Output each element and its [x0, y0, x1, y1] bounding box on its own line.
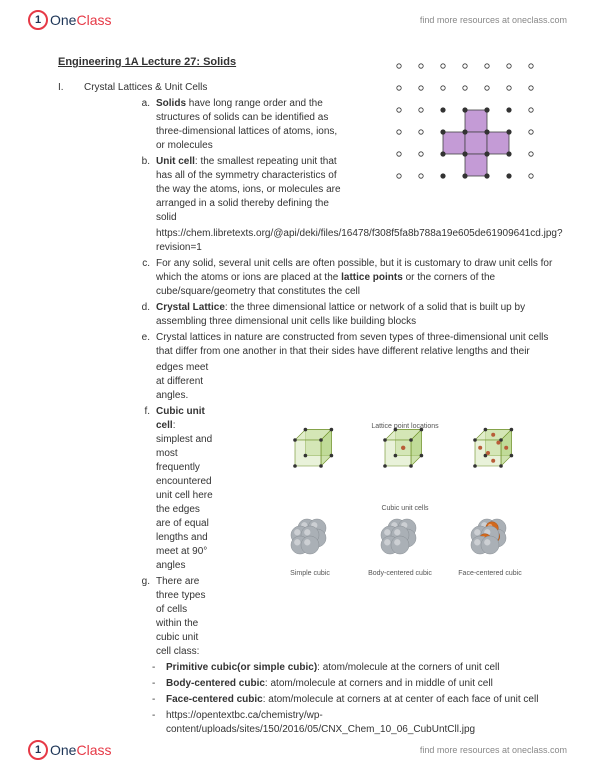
item-e2: edges meet at different angles.: [84, 361, 214, 403]
svg-text:Lattice point locations: Lattice point locations: [371, 423, 439, 430]
subitem-text: Face-centered cubic: atom/molecule at co…: [166, 693, 538, 707]
roman-numeral: I.: [58, 82, 76, 93]
item-letter: c.: [136, 257, 150, 299]
logo-icon: 1: [28, 740, 48, 760]
item-letter: [136, 361, 150, 403]
subitem-url: - https://opentextbc.ca/chemistry/wp-con…: [152, 709, 565, 737]
cubes-diagram: Lattice point locations Cubic unit cells S…: [255, 420, 555, 620]
item-g: g. There are three types of cells within…: [84, 575, 214, 659]
tagline: find more resources at oneclass.com: [420, 745, 567, 755]
dash-icon: -: [152, 693, 158, 707]
document-body: Engineering 1A Lecture 27: Solids I. Cry…: [58, 56, 565, 714]
subitem-bcc: - Body-centered cubic: atom/molecule at …: [152, 677, 565, 691]
subitem-text: Body-centered cubic: atom/molecule at co…: [166, 677, 493, 691]
item-letter: [136, 227, 150, 255]
logo: 1 OneClass: [28, 10, 111, 30]
svg-text:Cubic unit cells: Cubic unit cells: [381, 505, 429, 512]
item-text: There are three types of cells within th…: [156, 575, 214, 659]
item-text: For any solid, several unit cells are of…: [156, 257, 565, 299]
item-text: edges meet at different angles.: [156, 361, 214, 403]
tagline: find more resources at oneclass.com: [420, 15, 567, 25]
item-text: Crystal Lattice: the three dimensional l…: [156, 301, 565, 329]
dash-icon: -: [152, 661, 158, 675]
item-b: b. Unit cell: the smallest repeating uni…: [84, 155, 344, 225]
item-e: e. Crystal lattices in nature are constr…: [84, 331, 565, 359]
item-text: Solids have long range order and the str…: [156, 97, 344, 153]
dash-icon: -: [152, 709, 158, 737]
item-c: c. For any solid, several unit cells are…: [84, 257, 565, 299]
svg-text:Simple cubic: Simple cubic: [290, 570, 330, 577]
subitem-text: Primitive cubic(or simple cubic): atom/m…: [166, 661, 499, 675]
item-d: d. Crystal Lattice: the three dimensiona…: [84, 301, 565, 329]
svg-text:Body-centered cubic: Body-centered cubic: [368, 570, 432, 577]
item-letter: a.: [136, 97, 150, 153]
logo-icon: 1: [28, 10, 48, 30]
subitem-text: https://opentextbc.ca/chemistry/wp-conte…: [166, 709, 565, 737]
item-a: a. Solids have long range order and the …: [84, 97, 344, 153]
svg-text:Face-centered cubic: Face-centered cubic: [458, 570, 522, 577]
page-footer: 1 OneClass find more resources at onecla…: [0, 736, 595, 764]
item-text: Unit cell: the smallest repeating unit t…: [156, 155, 344, 225]
item-letter: e.: [136, 331, 150, 359]
logo: 1 OneClass: [28, 740, 111, 760]
item-text: https://chem.libretexts.org/@api/deki/fi…: [156, 227, 565, 255]
item-text: Cubic unit cell: simplest and most frequ…: [156, 405, 214, 573]
page-header: 1 OneClass find more resources at onecla…: [0, 6, 595, 34]
lattice-diagram: [381, 56, 561, 196]
item-letter: g.: [136, 575, 150, 659]
logo-text: OneClass: [50, 12, 111, 28]
logo-text: OneClass: [50, 742, 111, 758]
item-f: f. Cubic unit cell: simplest and most fr…: [84, 405, 214, 573]
item-letter: f.: [136, 405, 150, 573]
dash-icon: -: [152, 677, 158, 691]
item-text: Crystal lattices in nature are construct…: [156, 331, 565, 359]
item-letter: d.: [136, 301, 150, 329]
item-letter: b.: [136, 155, 150, 225]
subitem-fcc: - Face-centered cubic: atom/molecule at …: [152, 693, 565, 707]
item-b-url: https://chem.libretexts.org/@api/deki/fi…: [84, 227, 565, 255]
subitem-primitive: - Primitive cubic(or simple cubic): atom…: [152, 661, 565, 675]
